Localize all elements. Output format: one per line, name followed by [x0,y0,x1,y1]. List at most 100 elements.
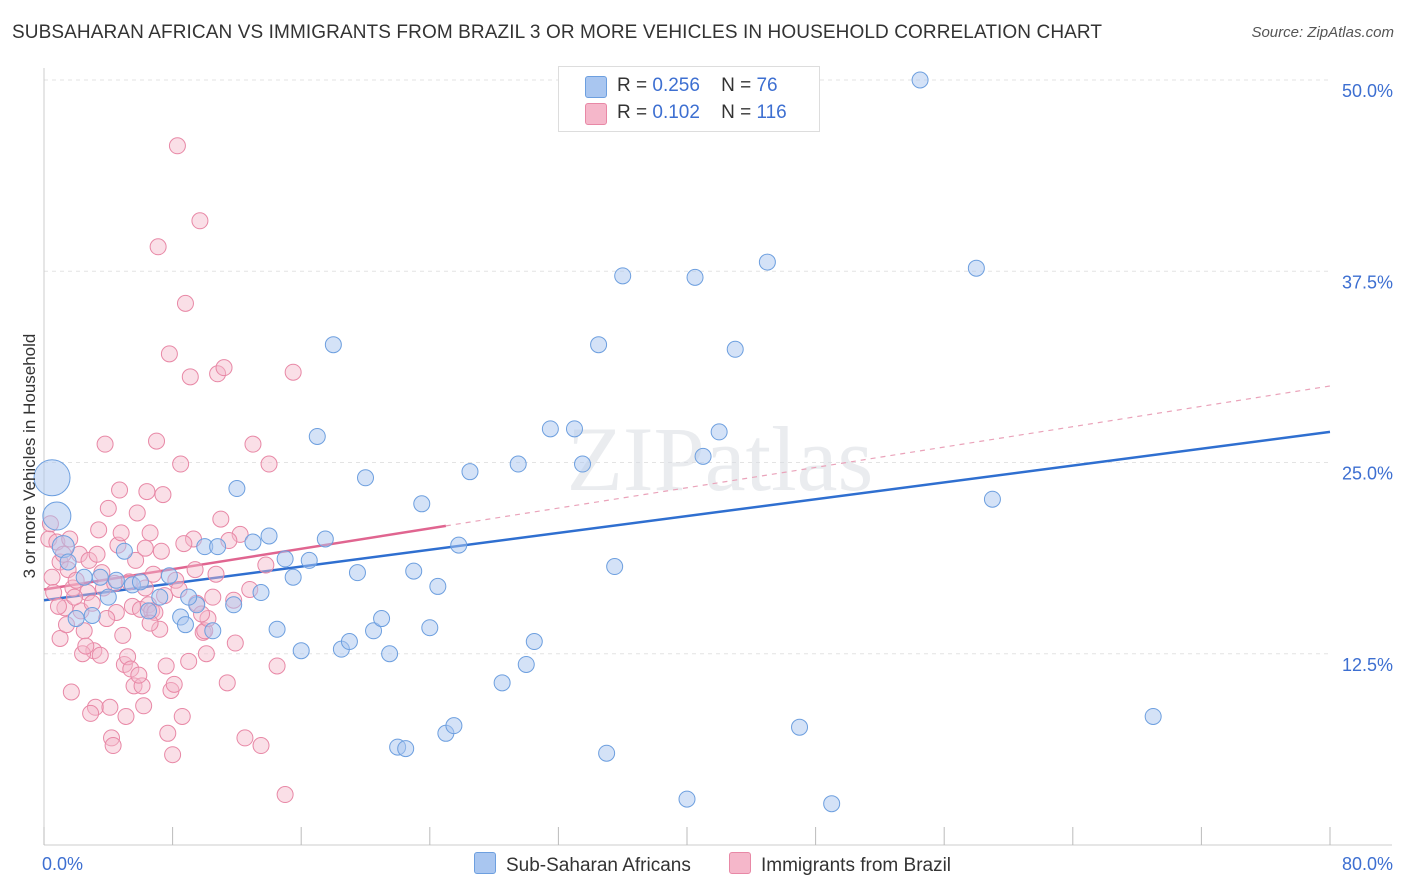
point-sub-saharan [710,423,728,441]
point-sub-saharan [160,567,178,585]
point-sub-saharan [204,622,222,640]
point-sub-saharan [176,616,194,634]
source-label: Source: ZipAtlas.com [1251,24,1394,41]
grid [44,79,1330,655]
point-sub-saharan [726,340,744,358]
point-brazil [175,535,193,553]
point-sub-saharan [373,610,391,628]
point-sub-saharan [276,550,294,568]
legend-n-value: 116 [756,102,787,123]
legend-swatch-pink [585,103,607,125]
point-sub-saharan [381,645,399,663]
point-sub-saharan [115,542,133,560]
point-brazil [107,603,125,621]
point-brazil [160,345,178,363]
point-brazil [212,510,230,528]
point-brazil [168,137,186,155]
point-brazil [138,483,156,501]
point-brazil [151,620,169,638]
point-sub-saharan [493,674,511,692]
bottom-legend-label-blue: Sub-Saharan Africans [506,855,691,876]
point-brazil [159,724,177,742]
point-brazil [141,524,159,542]
point-sub-saharan [461,463,479,481]
y-tick-label: 37.5% [1342,272,1393,292]
point-sub-saharan [413,495,431,513]
point-sub-saharan [405,562,423,580]
point-brazil [90,521,108,539]
point-brazil [77,637,95,655]
point-sub-saharan [151,588,169,606]
y-tick-label: 50.0% [1342,81,1393,101]
point-brazil [197,645,215,663]
point-brazil [49,597,67,615]
point-sub-saharan [131,573,149,591]
point-brazil [99,499,117,517]
legend-n-label: N = [721,102,752,123]
point-sub-saharan [429,577,447,595]
point-brazil [173,707,191,725]
point-brazil [128,504,146,522]
point-sub-saharan [107,571,125,589]
point-brazil [62,683,80,701]
legend-n-label: N = [721,75,752,96]
correlation-legend: R = 0.256 N = 76 R = 0.102 N = 116 [558,66,820,132]
point-sub-saharan [357,469,374,487]
legend-text-pink: R = 0.102 N = 116 [617,102,787,124]
x-tick-label-min: 0.0% [42,854,83,874]
bottom-legend-brazil: Immigrants from Brazil [729,852,951,877]
point-brazil [204,588,222,606]
point-sub-saharan [509,455,527,473]
point-brazil [236,729,254,747]
point-brazil [244,435,262,453]
bottom-legend-label-pink: Immigrants from Brazil [761,855,952,876]
point-brazil [191,212,209,230]
point-sub-saharan [678,790,696,808]
point-sub-saharan [541,420,559,438]
bottom-legend-swatch-pink [729,852,751,874]
point-brazil [127,551,145,569]
point-brazil [43,568,61,586]
point-sub-saharan [316,530,334,548]
point-sub-saharan [686,268,704,286]
point-brazil [226,634,244,652]
point-sub-saharan [606,558,624,576]
point-brazil [284,363,302,381]
point-sub-saharan [694,447,712,465]
point-brazil [148,432,166,450]
point-sub-saharan [397,740,415,758]
legend-r-value: 0.256 [652,75,700,96]
point-brazil [215,359,233,377]
point-sub-saharan [565,420,583,438]
point-sub-saharan [67,610,85,628]
point-brazil [133,677,151,695]
point-brazil [88,545,106,563]
point-brazil [96,435,114,453]
point-sub-saharan [300,551,318,569]
chart-title: SUBSAHARAN AFRICAN VS IMMIGRANTS FROM BR… [12,22,1103,43]
point-sub-saharan [590,336,608,354]
point-brazil [114,626,132,644]
point-sub-saharan [445,717,463,735]
point-brazil [164,746,182,764]
legend-text-blue: R = 0.256 N = 76 [617,75,778,97]
point-sub-saharan [791,718,809,736]
point-brazil [112,524,130,542]
point-sub-saharan [348,564,366,582]
legend-r-label: R = [617,102,648,123]
point-sub-saharan [99,588,117,606]
point-brazil [152,542,170,560]
point-sub-saharan [75,568,93,586]
point-sub-saharan [59,553,77,571]
point-sub-saharan [33,459,71,497]
x-tick-label-max: 80.0% [1342,854,1393,874]
point-sub-saharan [421,619,439,637]
point-sub-saharan [983,490,1001,508]
point-brazil [218,674,236,692]
point-sub-saharan [365,622,383,640]
point-brazil [176,294,194,312]
point-brazil [75,622,93,640]
point-brazil [104,737,122,755]
point-sub-saharan [450,536,468,554]
point-brazil [154,486,172,504]
